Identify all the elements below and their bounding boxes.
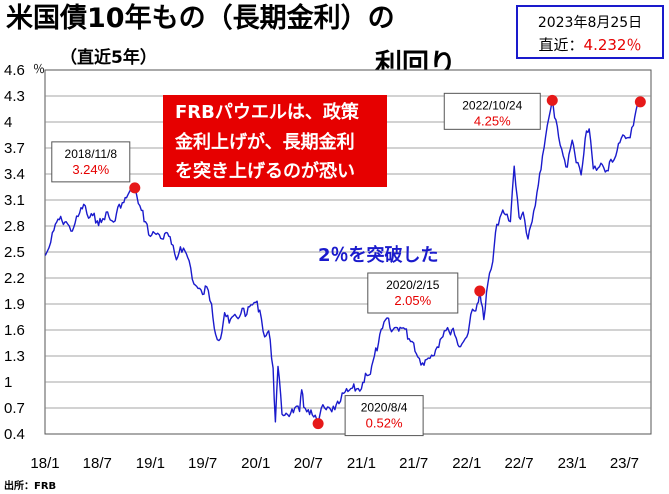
annotation-boxes: 2018/11/83.24% 2020/8/40.52% 2020/2/152.05…	[51, 92, 541, 437]
y-tick-label: 4.3	[4, 88, 25, 105]
chart-subtitle: （直近5年）	[60, 47, 157, 68]
annotation-box-frame	[367, 272, 459, 314]
annotation-value: 3.24%	[72, 162, 109, 177]
annotation-2pct: 2％を突破した	[318, 244, 439, 266]
x-tick-label: 20/7	[294, 455, 323, 472]
x-tick-label: 23/1	[558, 455, 587, 472]
date-label: 2023年8月25日	[538, 15, 642, 31]
y-tick-label: 2.2	[4, 270, 25, 287]
annotation-box: 2022/10/244.25%	[443, 92, 541, 130]
callout-line-1: FRBパウエルは、政策	[175, 101, 360, 123]
y-tick-label: 0.4	[4, 426, 25, 443]
x-tick-label: 21/1	[347, 455, 376, 472]
y-tick-label: 4.6	[4, 62, 25, 79]
point-marker	[634, 96, 646, 108]
annotation-date: 2020/2/15	[386, 278, 440, 292]
x-tick-label: 19/1	[136, 455, 165, 472]
x-tick-label: 19/7	[188, 455, 217, 472]
y-tick-label: 3.4	[4, 166, 25, 183]
y-tick-label: 0.7	[4, 400, 25, 417]
annotation-box: 2020/8/40.52%	[344, 395, 424, 437]
point-marker	[129, 182, 141, 194]
x-tick-label: 23/7	[610, 455, 639, 472]
annotation-value: 4.25%	[474, 113, 511, 128]
x-tick-label: 22/1	[452, 455, 481, 472]
y-tick-label: 2.5	[4, 244, 25, 261]
annotation-value: 0.52%	[366, 416, 403, 431]
annotation-box-frame	[51, 141, 131, 183]
annotation-date: 2020/8/4	[361, 401, 408, 415]
y-axis-unit: ％	[33, 62, 45, 76]
y-tick-label: 3.7	[4, 140, 25, 157]
callout-line-2: 金利上げが、長期金利	[174, 131, 355, 153]
x-tick-label: 18/7	[83, 455, 112, 472]
callout: FRBパウエルは、政策 金利上げが、長期金利 を突き上げるのが恐い	[163, 95, 387, 187]
y-tick-label: 2.8	[4, 218, 25, 235]
markers	[129, 94, 646, 430]
chart-title: 米国債10年もの（長期金利）の	[6, 2, 395, 34]
x-tick-label: 22/7	[504, 455, 533, 472]
point-marker	[546, 94, 558, 106]
annotation-box-frame	[344, 395, 424, 437]
y-axis-ticks: 4.6 4.3 4 3.7 3.4 3.1 2.8 2.5 2.2 1.9 1.6 1.3 1 0.7 0.…	[4, 62, 25, 443]
latest-value-line: 直近：4.232％	[539, 36, 642, 54]
annotation-value: 2.05%	[394, 293, 431, 308]
y-tick-label: 1.6	[4, 322, 25, 339]
source-note: 出所：FRB	[4, 479, 56, 492]
point-marker	[474, 285, 486, 297]
y-tick-label: 3.1	[4, 192, 25, 209]
x-tick-label: 21/7	[399, 455, 428, 472]
y-tick-label: 4	[4, 114, 12, 131]
date-box: 2023年8月25日 直近：4.232％	[516, 5, 664, 59]
annotation-box: 2020/2/152.05%	[367, 272, 459, 314]
point-marker	[312, 418, 324, 430]
x-tick-label: 20/1	[241, 455, 270, 472]
latest-value: 4.232％	[584, 36, 642, 54]
y-tick-label: 1.3	[4, 348, 25, 365]
annotation-box: 2018/11/83.24%	[51, 141, 131, 183]
series-line	[44, 99, 641, 425]
x-axis-ticks: 18/1 18/7 19/1 19/7 20/1 20/7 21/1 21/7 22/1 22/7…	[30, 455, 639, 472]
y-tick-label: 1	[4, 374, 12, 391]
latest-prefix: 直近：	[539, 36, 584, 54]
annotation-date: 2018/11/8	[65, 147, 118, 161]
y-tick-label: 1.9	[4, 296, 25, 313]
annotation-date: 2022/10/24	[462, 98, 522, 112]
x-tick-label: 18/1	[30, 455, 59, 472]
annotation-box-frame	[443, 92, 541, 130]
callout-line-3: を突き上げるのが恐い	[175, 160, 355, 182]
